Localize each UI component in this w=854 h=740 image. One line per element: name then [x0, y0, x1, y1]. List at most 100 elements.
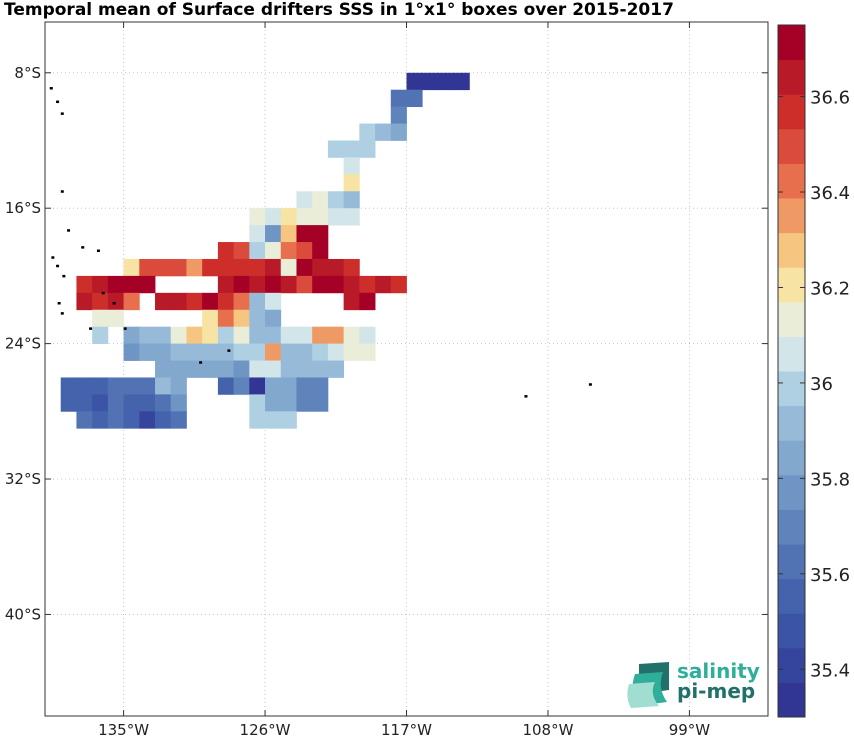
sss-cell-79: [233, 292, 250, 311]
island-18: [524, 395, 528, 398]
island-8: [56, 264, 60, 268]
colorbar-segment-14: [778, 198, 805, 234]
island-16: [199, 361, 203, 364]
sss-cell-97: [202, 326, 219, 345]
sss-cell-101: [265, 326, 282, 345]
sss-cell-61: [265, 275, 282, 294]
colorbar-segment-1: [778, 647, 805, 683]
sss-cell-35: [280, 242, 297, 260]
island-13: [60, 312, 64, 315]
sss-cell-134: [312, 360, 329, 378]
sss-cell-96: [186, 326, 203, 345]
island-11: [112, 301, 116, 305]
sss-cell-37: [312, 242, 329, 260]
sss-cell-158: [170, 394, 187, 412]
sss-cell-123: [359, 343, 376, 361]
colorbar-segment-3: [778, 578, 805, 614]
island-14: [89, 327, 93, 330]
sss-cell-172: [265, 411, 282, 429]
sss-cell-111: [170, 343, 187, 361]
sss-cell-155: [123, 394, 140, 412]
sss-cell-21: [280, 208, 297, 226]
sss-cell-76: [186, 292, 203, 311]
x-tick-label-4: 99°W: [669, 721, 711, 739]
sss-cell-145: [233, 377, 250, 395]
island-1: [56, 100, 60, 104]
sss-cell-69: [390, 275, 407, 294]
sss-cell-164: [76, 411, 93, 429]
sss-cell-18: [343, 191, 360, 209]
sss-cell-109: [139, 343, 156, 361]
sss-cell-0: [406, 72, 423, 91]
sss-cell-127: [202, 360, 219, 378]
sss-cell-120: [312, 343, 329, 361]
sss-cell-167: [123, 411, 140, 429]
sss-cell-44: [217, 258, 235, 277]
sss-cell-140: [123, 377, 140, 395]
colorbar-tick-label-5: 36.4: [810, 183, 850, 204]
sss-cell-124: [155, 360, 172, 378]
island-17: [227, 349, 231, 352]
sss-cell-1: [422, 72, 439, 91]
sss-cell-91: [92, 326, 109, 345]
sss-cell-27: [265, 225, 282, 243]
sss-cell-169: [155, 411, 172, 429]
sss-cell-45: [233, 258, 250, 277]
sss-cell-132: [280, 360, 297, 378]
colorbar-segment-11: [778, 301, 805, 337]
sss-cell-144: [217, 377, 235, 395]
island-4: [67, 229, 71, 232]
sss-cell-62: [280, 275, 297, 294]
sss-cell-81: [265, 292, 282, 311]
sss-cell-42: [186, 258, 203, 277]
sss-cell-24: [327, 208, 345, 226]
sss-cell-107: [359, 326, 376, 345]
sss-cell-46: [249, 258, 266, 277]
sss-cell-39: [139, 258, 156, 277]
sss-cell-5: [406, 89, 423, 108]
x-tick-label-2: 117°W: [381, 721, 432, 739]
x-axis: 135°W 126°W 117°W 108°W 99°W: [98, 22, 710, 739]
sss-cell-136: [60, 377, 77, 395]
sss-cell-13: [343, 157, 360, 175]
sss-cell-94: [155, 326, 172, 345]
logo-text-pi-mep: pi-mep: [677, 679, 756, 703]
sss-cell-102: [280, 326, 297, 345]
sss-cell-63: [296, 275, 313, 294]
sss-cell-99: [233, 326, 250, 345]
sss-cell-17: [327, 191, 345, 209]
sss-cell-2: [437, 72, 455, 91]
island-0: [49, 87, 53, 90]
sss-cell-70: [76, 292, 93, 311]
x-tick-label-3: 108°W: [522, 721, 573, 739]
colorbar-segment-13: [778, 232, 805, 268]
sss-cell-89: [249, 309, 266, 328]
sss-cell-12: [359, 140, 376, 158]
sss-cell-25: [343, 208, 360, 226]
sss-cell-112: [186, 343, 203, 361]
sss-cell-77: [202, 292, 219, 311]
sss-cells: [60, 72, 470, 429]
sss-cell-128: [217, 360, 235, 378]
sss-cell-58: [217, 275, 235, 294]
sss-cell-55: [107, 275, 124, 294]
colorbar-segment-17: [778, 94, 805, 130]
sss-cell-143: [170, 377, 187, 395]
sss-cell-50: [312, 258, 329, 277]
island-12: [57, 301, 61, 305]
colorbar-tick-label-4: 36.2: [810, 278, 850, 299]
sss-cell-119: [296, 343, 313, 361]
colorbar-segment-2: [778, 613, 805, 649]
sss-cell-54: [92, 275, 109, 294]
sss-cell-73: [123, 292, 140, 311]
salinity-pi-mep-logo: salinity pi-mep: [627, 660, 760, 710]
sss-cell-74: [155, 292, 172, 311]
sss-cell-82: [343, 292, 360, 311]
x-tick-label-0: 135°W: [98, 721, 149, 739]
sss-cell-150: [312, 377, 329, 395]
sss-cell-148: [280, 377, 297, 395]
sss-cell-156: [139, 394, 156, 412]
sss-cell-15: [296, 191, 313, 209]
sss-cell-88: [233, 309, 250, 328]
